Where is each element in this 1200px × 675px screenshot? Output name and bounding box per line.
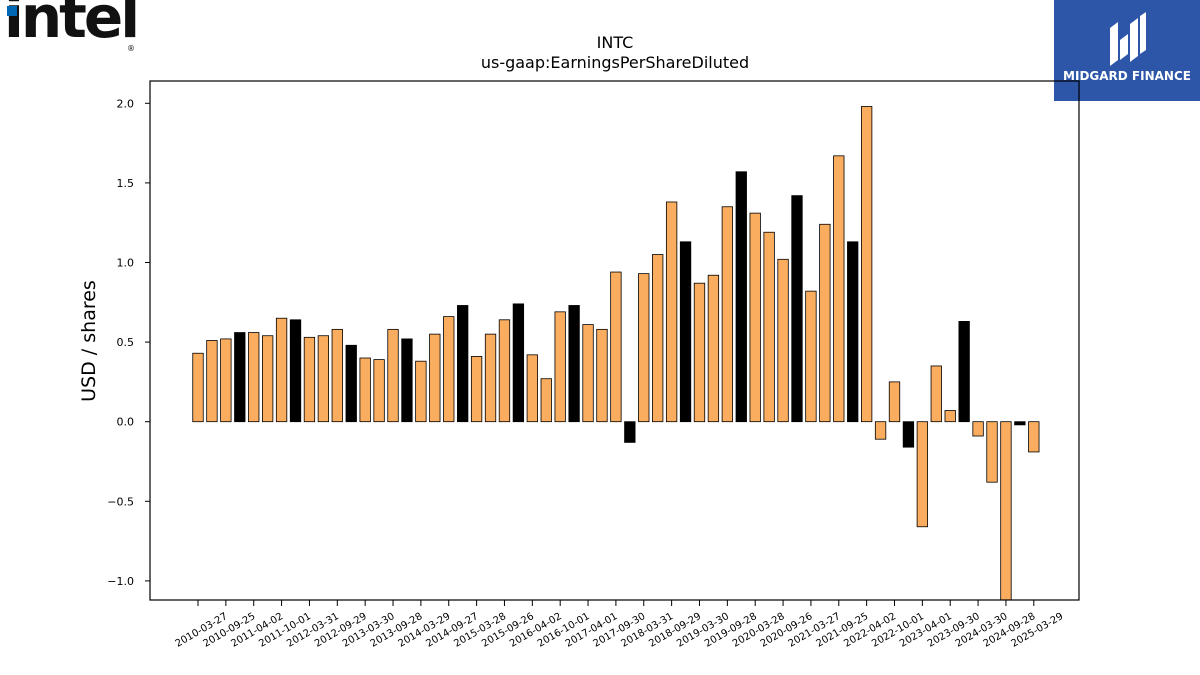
bar-2016-07-02 [540, 378, 552, 423]
bar-2017-09-30 [610, 271, 622, 423]
bar-2024-09-28 [1000, 421, 1012, 601]
y-tick-label: 1.0 [117, 256, 135, 269]
bar-2010-06-26 [206, 340, 218, 423]
bar-2018-06-30 [652, 254, 664, 423]
bar-2019-03-30 [693, 282, 706, 423]
plot-frame [149, 80, 1080, 601]
bar-2023-12-30 [958, 320, 970, 423]
bar-2018-03-31 [638, 273, 650, 423]
chart-title: INTC [597, 33, 634, 52]
intel-logo: intel ® [4, 0, 140, 60]
y-tick-label: 2.0 [117, 97, 135, 110]
bar-2013-03-30 [359, 357, 371, 423]
bar-2012-03-31 [303, 336, 316, 423]
chart-subtitle: us-gaap:EarningsPerShareDiluted [481, 53, 749, 72]
bar-2016-10-01 [554, 311, 566, 423]
y-tick-label: 1.5 [117, 177, 135, 190]
bar-2015-12-26 [512, 303, 525, 423]
intel-registered-mark: ® [127, 44, 135, 53]
bar-2011-10-01 [275, 317, 288, 423]
bar-2012-06-30 [317, 335, 330, 423]
bar-2011-12-31 [289, 319, 302, 423]
y-tick-label: −0.5 [107, 495, 134, 508]
bar-2023-09-30 [944, 410, 956, 423]
bar-2017-07-01 [596, 328, 608, 423]
bar-2015-09-26 [498, 319, 511, 423]
bar-2014-03-29 [415, 360, 427, 423]
bar-2022-10-01 [888, 381, 901, 423]
bar-2015-03-28 [470, 356, 483, 423]
bar-2015-06-27 [484, 333, 497, 423]
bar-2012-12-29 [345, 344, 357, 423]
bar-2013-09-28 [387, 328, 399, 423]
bar-2014-12-27 [457, 305, 469, 423]
bar-2013-06-29 [373, 359, 385, 423]
bar-2019-09-28 [721, 206, 733, 423]
bar-2012-09-29 [331, 328, 343, 423]
bar-2018-09-29 [665, 201, 678, 423]
bar-2021-12-25 [847, 241, 859, 423]
bar-2023-07-01 [930, 365, 942, 423]
bar-2022-12-31 [902, 421, 915, 448]
bar-2020-06-27 [763, 231, 775, 423]
midgard-logo-text: MIDGARD FINANCE [1063, 69, 1191, 83]
bar-2010-09-25 [220, 338, 232, 423]
bar-2024-12-28 [1014, 421, 1026, 426]
y-tick-label: 0.0 [117, 416, 135, 429]
intel-logo-text: intel [4, 0, 140, 51]
bar-2020-12-26 [791, 195, 803, 423]
intel-logo-dot [7, 6, 17, 16]
bar-2022-07-02 [874, 421, 887, 440]
y-axis-ticks: 2.0 1.5 1.0 0.5 0.0 −0.5 −1.0 [107, 97, 150, 588]
bar-2024-03-30 [972, 421, 984, 437]
bar-2021-09-25 [833, 155, 845, 423]
bar-2014-09-27 [443, 316, 455, 423]
bar-2020-03-28 [749, 212, 761, 423]
bar-2016-12-31 [568, 305, 580, 423]
bar-2011-04-02 [248, 332, 260, 423]
bars-group [192, 106, 1040, 601]
bar-2010-12-25 [234, 332, 246, 423]
bar-2013-12-28 [401, 338, 413, 423]
bar-2017-04-01 [582, 324, 594, 423]
midgard-mark-icon [1110, 12, 1146, 66]
bar-2010-03-27 [192, 352, 204, 423]
y-tick-label: −1.0 [107, 575, 134, 588]
bar-2017-12-30 [624, 421, 636, 443]
bar-2020-09-26 [777, 258, 789, 423]
bar-2021-06-26 [819, 223, 831, 423]
bar-2011-07-02 [261, 335, 274, 423]
bar-2019-12-28 [735, 171, 747, 423]
bar-2025-03-29 [1028, 421, 1040, 453]
bar-2023-04-01 [916, 421, 929, 528]
bar-2022-04-02 [860, 106, 873, 423]
bar-2019-06-29 [707, 274, 720, 423]
y-axis-label: USD / shares [78, 280, 100, 402]
bar-2016-04-02 [526, 354, 538, 423]
midgard-finance-logo: MIDGARD FINANCE [1054, 0, 1200, 101]
bar-2018-12-29 [679, 241, 692, 423]
x-axis-ticks: 2010-03-272010-09-252011-04-022011-10-01… [174, 600, 1065, 650]
bar-2024-06-29 [986, 421, 998, 483]
bar-2021-03-27 [805, 290, 817, 423]
bar-2014-06-28 [429, 333, 441, 423]
y-tick-label: 0.5 [117, 336, 135, 349]
